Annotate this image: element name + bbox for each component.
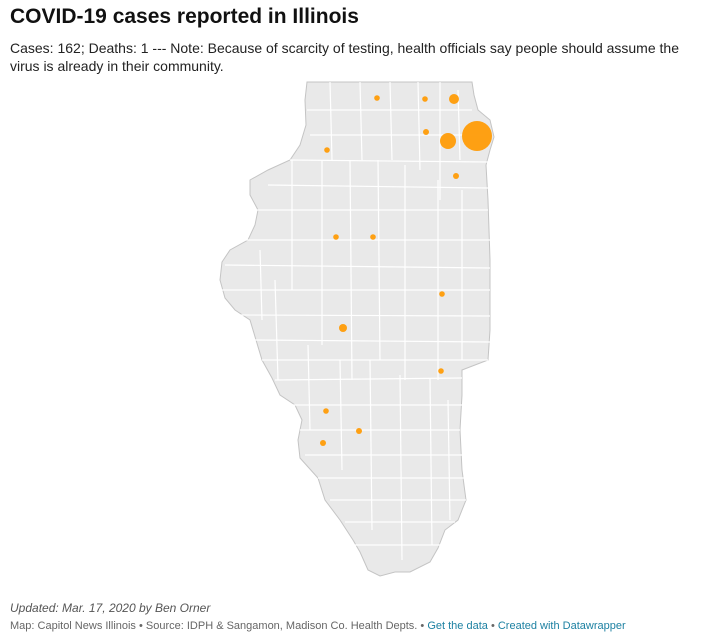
case-bubbles <box>320 94 492 446</box>
case-bubble-woodford[interactable] <box>370 234 376 240</box>
footer-source: Map: Capitol News Illinois • Source: IDP… <box>10 620 626 632</box>
source-text: Map: Capitol News Illinois • Source: IDP… <box>10 620 418 632</box>
datawrapper-link[interactable]: Created with Datawrapper <box>497 620 626 632</box>
illinois-state-shape <box>219 81 495 577</box>
case-bubble-clinton[interactable] <box>356 428 362 434</box>
case-bubble-champaign[interactable] <box>439 291 445 297</box>
case-bubble-cook[interactable] <box>462 121 492 151</box>
case-bubble-clark[interactable] <box>438 368 444 374</box>
case-bubble-madison[interactable] <box>323 408 329 414</box>
case-bubble-kane[interactable] <box>423 129 429 135</box>
separator: • <box>487 620 498 632</box>
case-bubble-peoria[interactable] <box>333 234 339 240</box>
case-bubble-lake[interactable] <box>449 94 459 104</box>
case-bubble-st-clair[interactable] <box>320 440 326 446</box>
separator: • <box>417 620 428 632</box>
case-bubble-winnebago[interactable] <box>374 95 380 101</box>
case-bubble-dupage[interactable] <box>440 133 456 149</box>
get-data-link[interactable]: Get the data <box>427 620 488 632</box>
case-bubble-will[interactable] <box>453 173 459 179</box>
case-bubble-whiteside[interactable] <box>324 147 330 153</box>
case-bubble-mchenry[interactable] <box>422 96 428 102</box>
chart-intro: Cases: 162; Deaths: 1 --- Note: Because … <box>10 40 679 74</box>
county-borders <box>222 81 491 561</box>
chart-title: COVID-19 cases reported in Illinois <box>10 5 359 28</box>
case-bubble-sangamon[interactable] <box>339 324 347 332</box>
footer-updated: Updated: Mar. 17, 2020 by Ben Orner <box>10 601 211 615</box>
